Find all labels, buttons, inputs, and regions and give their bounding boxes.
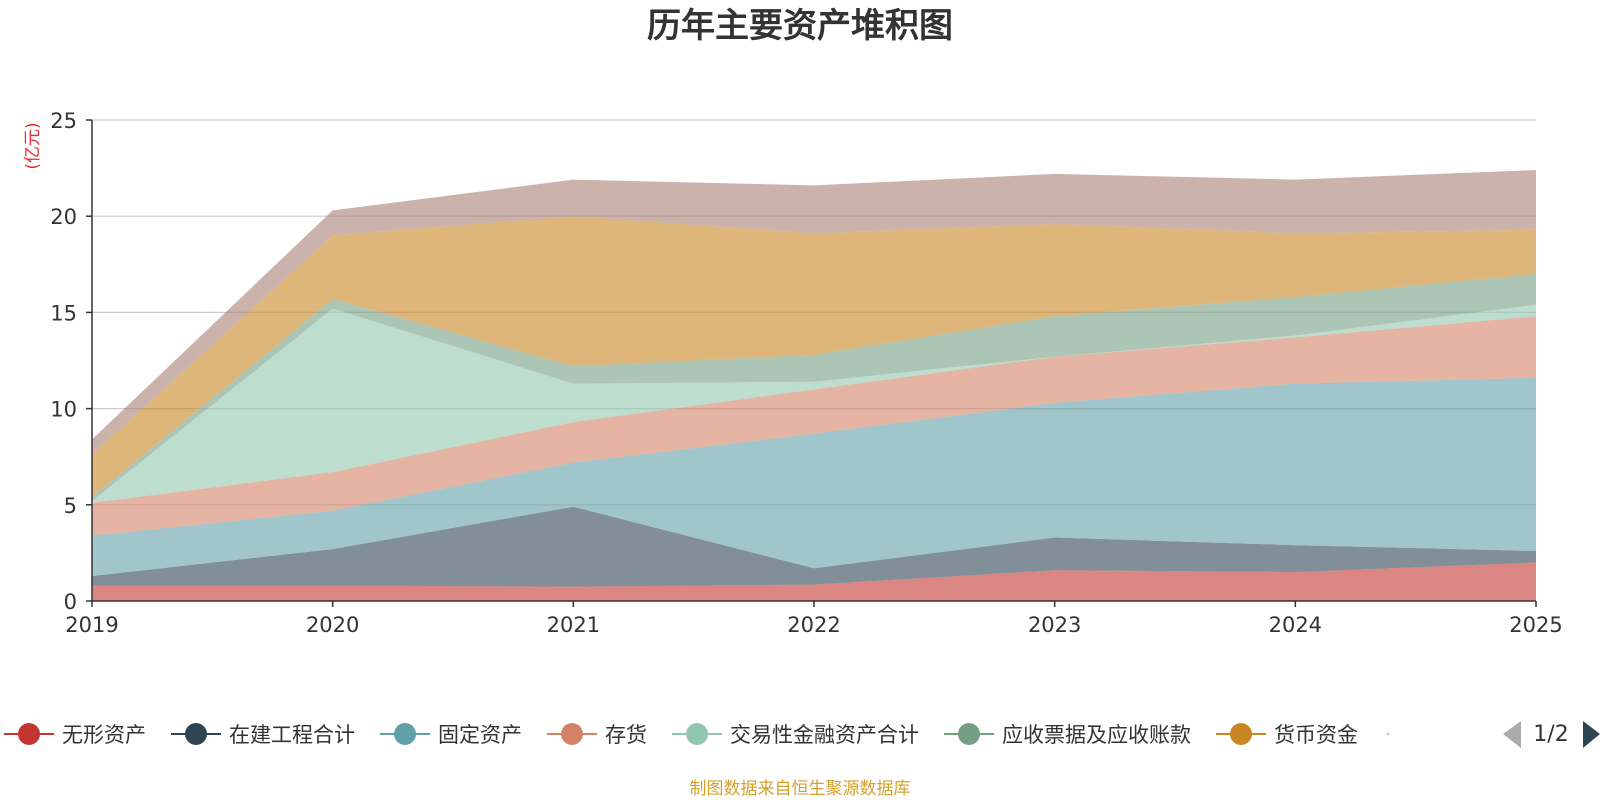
legend-item[interactable]: 在建工程合计 [171,723,355,747]
y-axis-ticks: 0 5 10 15 20 25 [50,109,92,614]
area-series-1 [92,506,1536,587]
x-axis-ticks: 2019 2020 2021 2022 2023 2024 2025 [65,601,1563,637]
chart-title: 历年主要资产堆积图 [647,6,953,46]
legend-page-indicator: 1/2 [1533,722,1568,747]
legend-pager: 1/2 [1503,721,1600,748]
source-note: 制图数据来自恒生聚源数据库 [690,779,911,799]
legend-marker [18,723,40,745]
legend-label: 固定资产 [438,723,522,747]
legend-label: 无形资产 [62,723,146,747]
legend-marker [958,723,980,745]
legend-label: 货币资金 [1274,723,1358,747]
area-layer [92,170,1536,601]
legend-item[interactable]: 交易性金融资产合计 [672,723,919,747]
x-tick-label: 2022 [787,613,840,637]
x-tick-label: 2023 [1028,613,1081,637]
legend-marker [686,723,708,745]
y-tick-label: 10 [50,398,77,422]
legend-item[interactable]: 应收票据及应收账款 [944,723,1191,747]
legend-label: 应收票据及应收账款 [1002,723,1191,747]
x-tick-label: 2019 [65,613,118,637]
y-tick-label: 25 [50,109,77,133]
legend-marker [561,723,583,745]
legend-item[interactable]: 货币资金 [1216,723,1358,747]
legend-label: 存货 [605,723,647,747]
area-series-7 [92,170,1536,455]
legend-marker [394,723,416,745]
legend-next-icon[interactable] [1583,721,1600,748]
legend-label: 在建工程合计 [229,723,355,747]
legend-label: 交易性金融资产合计 [730,723,919,747]
area-series-2 [92,377,1536,576]
x-tick-label: 2020 [306,613,359,637]
y-tick-label: 5 [64,494,77,518]
x-tick-label: 2021 [547,613,600,637]
x-tick-label: 2024 [1269,613,1322,637]
legend-prev-icon[interactable] [1503,721,1521,748]
legend[interactable]: 无形资产 在建工程合计 固定资产 存货 交易性金融资产合计 应收票据及应收账款 货币资金 [4,723,1390,747]
x-tick-label: 2025 [1509,613,1562,637]
area-series-5 [92,273,1536,501]
legend-item[interactable]: 存货 [547,723,647,747]
y-axis-unit: (亿元) [23,122,43,169]
legend-marker [1230,723,1252,745]
y-tick-label: 15 [50,301,77,325]
area-series-3 [92,316,1536,536]
area-series-0 [92,562,1536,601]
legend-marker [185,723,207,745]
y-tick-label: 0 [64,590,77,614]
area-series-4 [92,304,1536,503]
legend-overflow-hint [1386,732,1390,736]
legend-item[interactable]: 无形资产 [4,723,146,747]
area-series-6 [92,216,1536,498]
y-tick-label: 20 [50,205,77,229]
legend-item[interactable]: 固定资产 [380,723,522,747]
